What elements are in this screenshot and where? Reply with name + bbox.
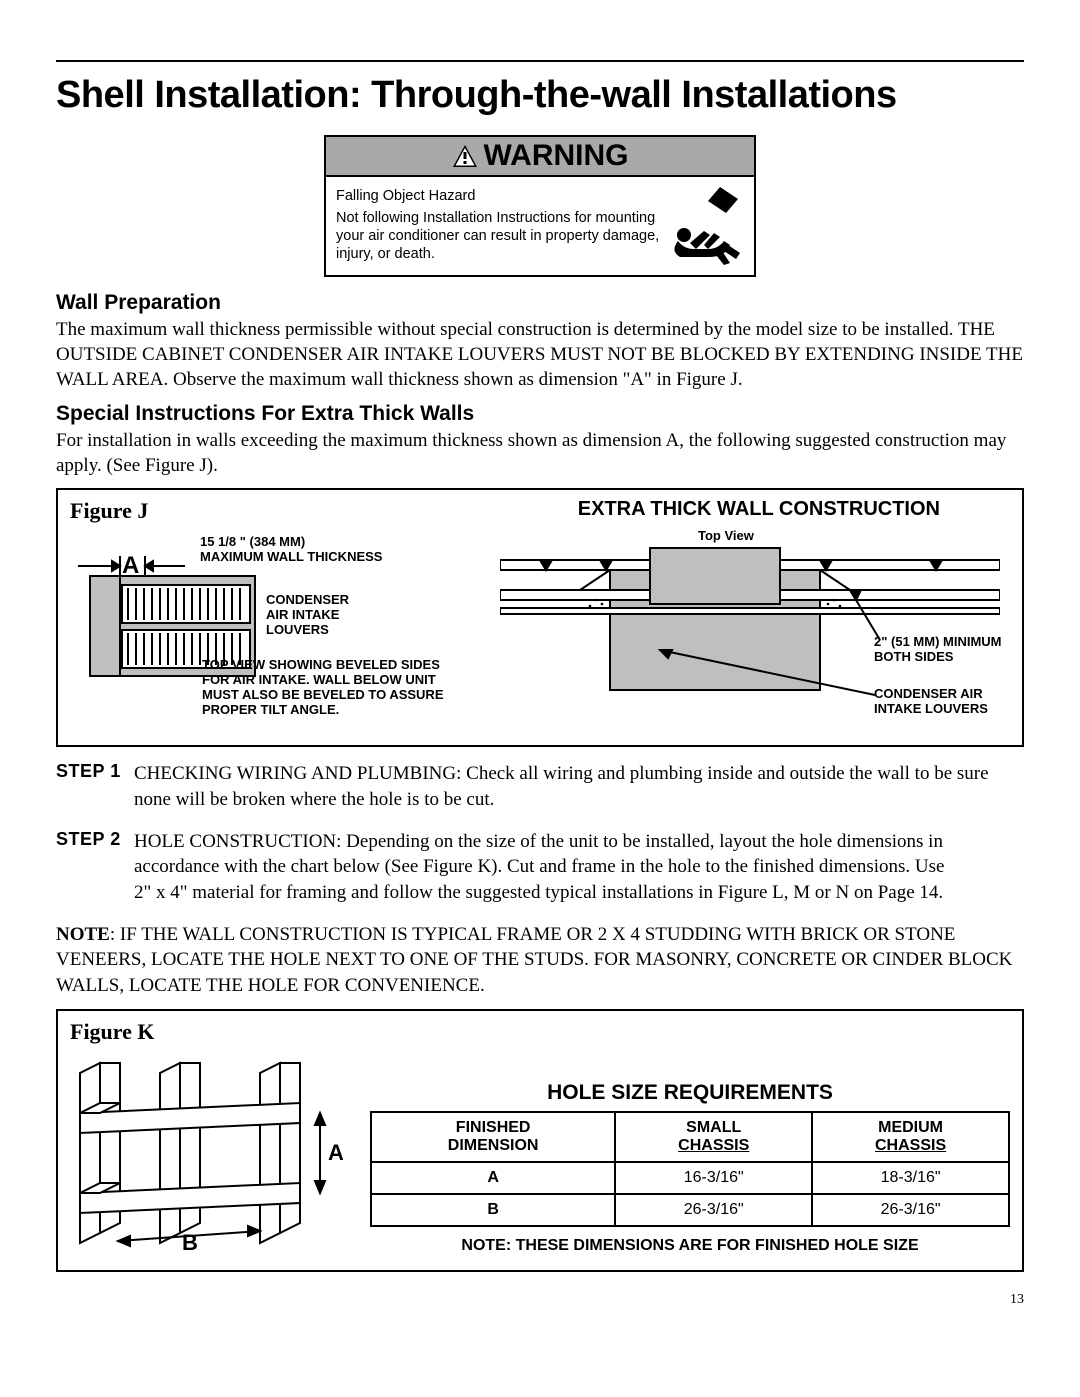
wall-prep-text: The maximum wall thickness permissible w… — [56, 317, 1024, 392]
figk-dim-a: A — [328, 1140, 344, 1166]
top-rule — [56, 60, 1024, 62]
warning-header: WARNING — [326, 137, 754, 177]
figk-dim-b: B — [182, 1230, 198, 1256]
hole-note: NOTE: THESE DIMENSIONS ARE FOR FINISHED … — [370, 1237, 1010, 1255]
figure-j: Figure J EXTRA THICK WALL CONSTRUCTION — [56, 488, 1024, 747]
figure-k-title: HOLE SIZE REQUIREMENTS — [370, 1081, 1010, 1105]
figj-minboth: 2" (51 MM) MINIMUM BOTH SIDES — [874, 634, 1002, 664]
step2-text: HOLE CONSTRUCTION: Depending on the size… — [134, 829, 1024, 906]
table-row: A 16-3/16" 18-3/16" — [371, 1162, 1009, 1194]
th-medium: MEDIUM CHASSIS — [812, 1112, 1009, 1163]
table-row: B 26-3/16" 26-3/16" — [371, 1194, 1009, 1226]
figj-condenser-label: CONDENSER AIR INTAKE LOUVERS — [266, 592, 349, 637]
warning-text: Falling Object Hazard Not following Inst… — [336, 187, 660, 264]
warning-detail: Not following Installation Instructions … — [336, 209, 660, 263]
figure-j-right: Top View 2" (51 MM) MINIMUM BOTH SIDES C… — [500, 530, 1010, 733]
figure-j-title: EXTRA THICK WALL CONSTRUCTION — [578, 498, 940, 521]
figure-j-label: Figure J — [70, 498, 148, 524]
step2-label: STEP 2 — [56, 829, 134, 906]
th-small: SMALL CHASSIS — [615, 1112, 812, 1163]
falling-object-icon — [660, 183, 744, 267]
figj-maxwall: 15 1/8 " (384 MM) MAXIMUM WALL THICKNESS — [200, 534, 382, 564]
step1-text: CHECKING WIRING AND PLUMBING: Check all … — [134, 761, 1024, 812]
warning-headline: WARNING — [484, 139, 629, 173]
warning-hazard: Falling Object Hazard — [336, 187, 660, 205]
th-finished: FINISHEDDIMENSION — [371, 1112, 615, 1163]
figj-right-condenser: CONDENSER AIR INTAKE LOUVERS — [874, 686, 988, 716]
page-title: Shell Installation: Through-the-wall Ins… — [56, 74, 1024, 117]
figure-k-diagram: A B — [70, 1049, 360, 1258]
figure-k: Figure K — [56, 1009, 1024, 1272]
thick-walls-text: For installation in walls exceeding the … — [56, 428, 1024, 478]
figure-j-left: A 15 1/8 " (384 MM) MAXIMUM WALL THICKNE… — [70, 530, 460, 733]
figj-dim-a: A — [122, 552, 139, 580]
figj-caption: TOP VIEW SHOWING BEVELED SIDES FOR AIR I… — [202, 658, 460, 718]
step1-label: STEP 1 — [56, 761, 134, 812]
figure-k-label: Figure K — [70, 1019, 155, 1045]
warning-box: WARNING Falling Object Hazard Not follow… — [324, 135, 756, 277]
steps: STEP 1 CHECKING WIRING AND PLUMBING: Che… — [56, 761, 1024, 905]
heading-thick-walls: Special Instructions For Extra Thick Wal… — [56, 402, 1024, 426]
heading-wall-preparation: Wall Preparation — [56, 291, 1024, 315]
page-number: 13 — [56, 1292, 1024, 1308]
warning-triangle-icon — [452, 144, 478, 168]
figj-topview: Top View — [698, 528, 754, 543]
hole-size-table: FINISHEDDIMENSION SMALL CHASSIS MEDIUM C… — [370, 1111, 1010, 1228]
note-wall: NOTE: IF THE WALL CONSTRUCTION IS TYPICA… — [56, 922, 1024, 999]
